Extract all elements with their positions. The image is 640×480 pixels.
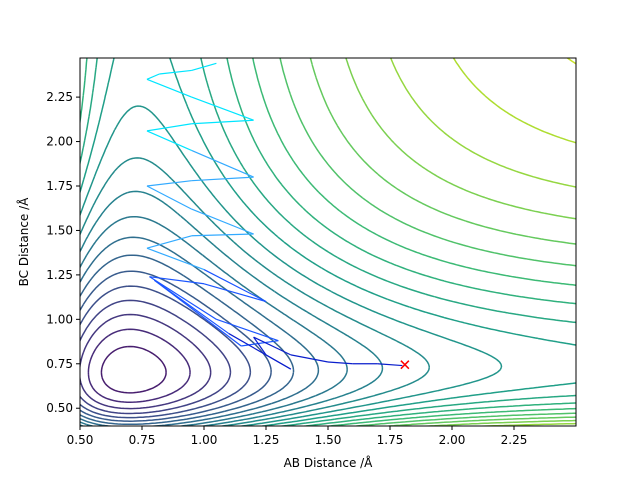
trajectory-segment xyxy=(149,276,205,285)
contour-level xyxy=(80,254,295,426)
x-tick-label: 2.25 xyxy=(501,433,528,447)
trajectory-segment xyxy=(191,176,254,182)
contour-level xyxy=(389,58,576,426)
y-tick-label: 1.25 xyxy=(46,268,73,282)
x-axis-ticks: 0.50 0.75 1.00 1.25 1.50 1.75 2.00 2.25 xyxy=(67,426,528,447)
contour-level xyxy=(80,105,503,426)
trajectory-segment xyxy=(253,336,292,356)
contour-lines xyxy=(80,58,576,426)
contour-level xyxy=(87,328,191,403)
contour-level xyxy=(452,58,576,426)
contour-level xyxy=(100,345,167,394)
end-marker-stroke xyxy=(400,360,410,370)
x-tick-label: 1.50 xyxy=(315,433,342,447)
contour-level xyxy=(80,313,212,410)
contour-level xyxy=(309,58,576,426)
y-tick-label: 1.00 xyxy=(46,312,73,326)
trajectory-segment xyxy=(146,185,192,210)
contour-level xyxy=(80,58,576,426)
y-axis-ticks: 0.50 0.75 1.00 1.25 1.50 1.75 2.00 2.25 xyxy=(46,90,80,415)
trajectory-segment xyxy=(154,279,230,335)
trajectory-segment xyxy=(265,354,292,370)
contour-level xyxy=(566,58,576,65)
trajectory-segment xyxy=(203,269,267,303)
contour-level xyxy=(345,58,576,426)
contour-level xyxy=(80,285,252,419)
contour-level xyxy=(80,236,320,426)
trajectory-segment xyxy=(146,235,192,249)
x-tick-label: 1.00 xyxy=(191,433,218,447)
trajectory-segment xyxy=(253,336,267,356)
trajectory-segment xyxy=(191,208,254,235)
trajectory-segment xyxy=(146,247,205,271)
x-axis-label: AB Distance /Å xyxy=(284,455,374,470)
trajectory-segment xyxy=(191,149,254,178)
contour-level xyxy=(80,299,232,415)
trajectory xyxy=(146,62,403,370)
trajectory-segment xyxy=(203,283,267,303)
contour-level xyxy=(80,58,576,426)
y-tick-label: 0.50 xyxy=(46,401,73,415)
trajectory-segment xyxy=(146,130,192,151)
trajectory-segment xyxy=(290,354,329,363)
x-tick-label: 0.75 xyxy=(129,433,156,447)
trajectory-segment xyxy=(191,62,217,72)
x-tick-label: 2.00 xyxy=(439,433,466,447)
trajectory-segment xyxy=(146,123,192,132)
contour-level xyxy=(252,58,576,426)
y-tick-label: 2.00 xyxy=(46,135,73,149)
trajectory-segment xyxy=(159,69,192,75)
trajectory-segment xyxy=(146,73,160,80)
trajectory-segment xyxy=(149,276,217,320)
x-tick-label: 1.25 xyxy=(253,433,280,447)
contour-level xyxy=(80,58,576,426)
end-marker xyxy=(400,360,410,370)
trajectory-segment xyxy=(146,180,192,187)
contour-level xyxy=(80,157,431,426)
trajectory-segment xyxy=(327,361,353,365)
trajectory-segment xyxy=(377,363,403,367)
y-tick-label: 2.25 xyxy=(46,90,73,104)
trajectory-segment xyxy=(191,96,254,121)
x-tick-label: 1.75 xyxy=(377,433,404,447)
trajectory-segment xyxy=(191,119,254,125)
x-tick-label: 0.50 xyxy=(67,433,94,447)
trajectory-segment xyxy=(216,318,279,342)
y-tick-label: 0.75 xyxy=(46,357,73,371)
trajectory-segment xyxy=(146,78,192,98)
trajectory-segment xyxy=(241,340,279,347)
y-axis-label: BC Distance /Å xyxy=(16,197,31,287)
y-tick-label: 1.75 xyxy=(46,179,73,193)
y-tick-label: 1.50 xyxy=(46,223,73,237)
contour-level xyxy=(80,190,384,426)
trajectory-segment xyxy=(191,233,254,237)
